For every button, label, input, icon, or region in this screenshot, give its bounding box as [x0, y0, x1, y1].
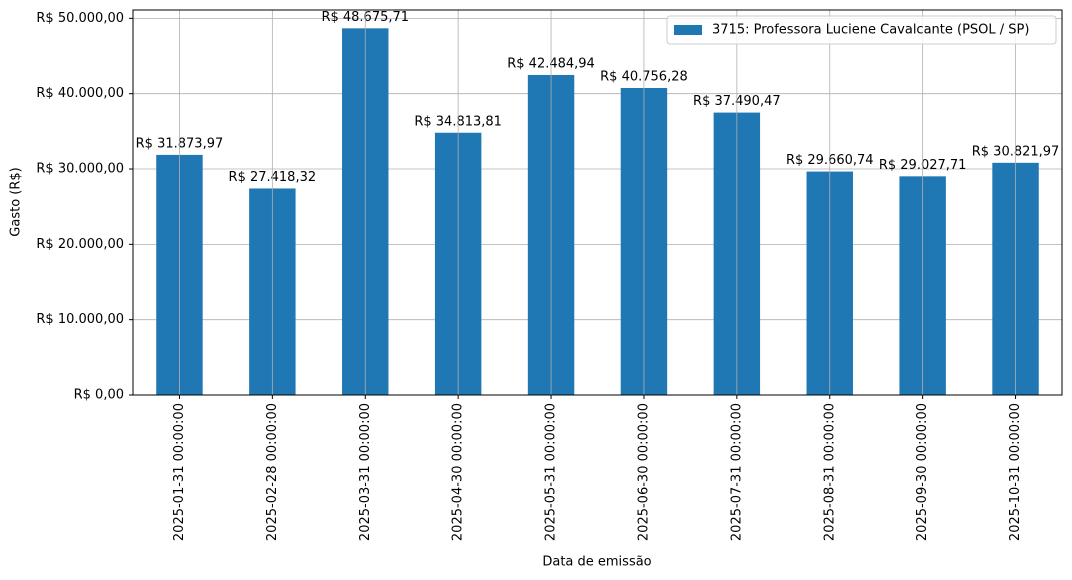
plot-frame [132, 9, 1063, 396]
x-tick-label: 2025-07-31 00:00:00 [729, 403, 744, 541]
y-tick-label: R$ 10.000,00 [36, 312, 124, 327]
y-tick-label: R$ 30.000,00 [36, 162, 124, 177]
x-tick-label: 2025-06-30 00:00:00 [636, 403, 651, 541]
x-tick-label: 2025-08-31 00:00:00 [822, 403, 837, 541]
y-tick-label: R$ 40.000,00 [36, 86, 124, 101]
y-tick-label: R$ 50.000,00 [36, 11, 124, 26]
x-tick-label: 2025-01-31 00:00:00 [172, 403, 187, 541]
x-axis-label: Data de emissão [542, 555, 651, 570]
y-tick-label: R$ 20.000,00 [36, 237, 124, 252]
y-tick-label: R$ 0,00 [74, 388, 124, 403]
x-tick-label: 2025-10-31 00:00:00 [1008, 403, 1023, 541]
x-tick-label: 2025-04-30 00:00:00 [451, 403, 466, 541]
legend-label: 3715: Professora Luciene Cavalcante (PSO… [712, 23, 1029, 38]
x-tick-label: 2025-02-28 00:00:00 [265, 403, 280, 541]
x-tick-label: 2025-03-31 00:00:00 [358, 403, 373, 541]
legend-swatch [674, 25, 702, 35]
y-axis-label: Gasto (R$) [9, 167, 24, 236]
x-tick-label: 2025-05-31 00:00:00 [544, 403, 559, 541]
legend-box [666, 15, 1057, 45]
x-tick-label: 2025-09-30 00:00:00 [915, 403, 930, 541]
